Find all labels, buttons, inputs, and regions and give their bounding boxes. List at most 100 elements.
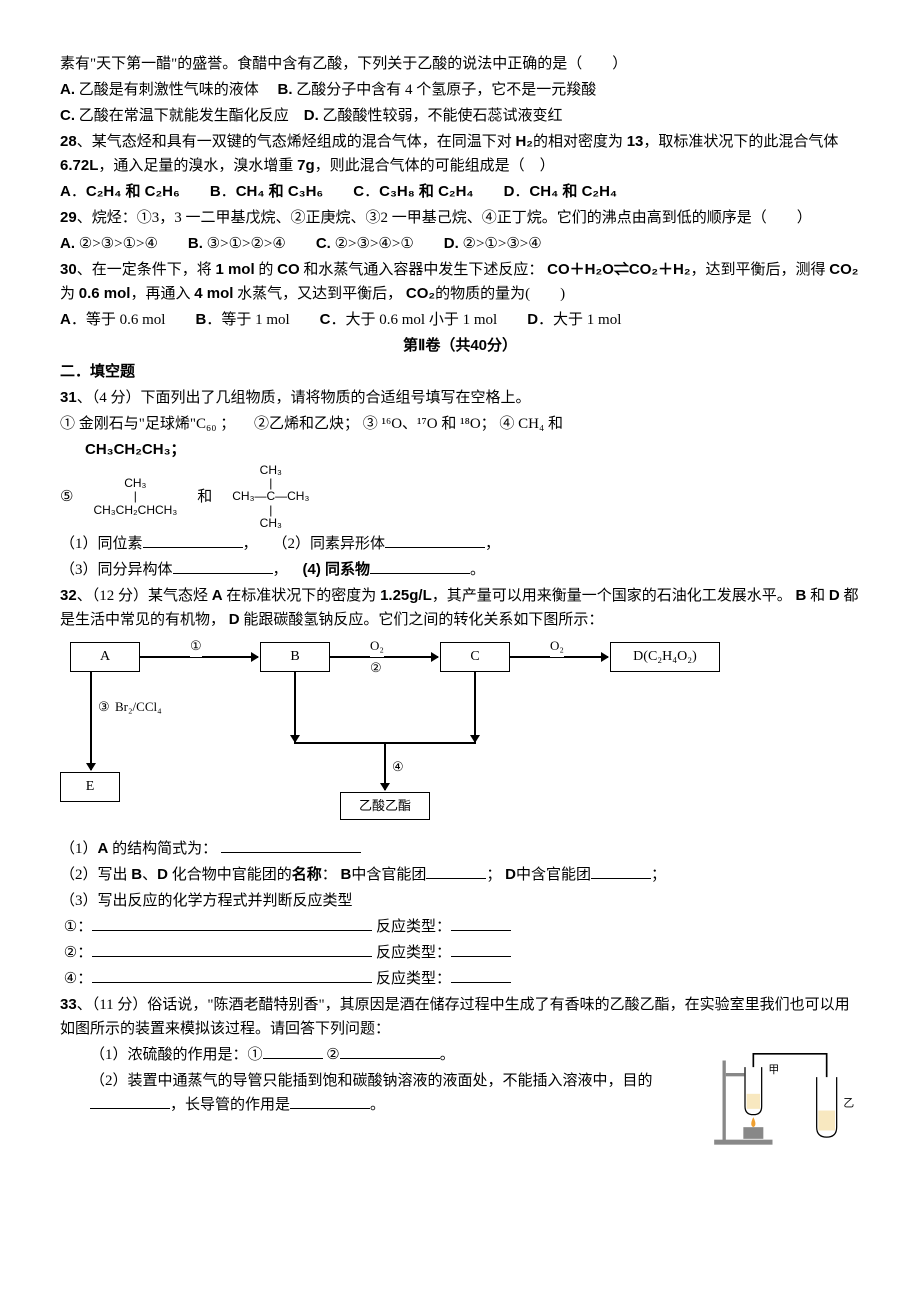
blank[interactable] [451,930,511,931]
t: 和 [810,588,825,604]
blank[interactable] [591,878,651,879]
blank[interactable] [263,1058,323,1059]
blank[interactable] [340,1058,440,1059]
q-number: 28 [60,133,77,150]
blank[interactable] [92,930,372,931]
line [294,742,384,744]
A: A [98,840,109,857]
ch3: CH₃ [260,516,282,530]
q32-q3: （3）写出反应的化学方程式并判断反应类型 [60,889,860,913]
ch3: CH₃ [124,476,146,490]
lbl-o2: O₂ [370,636,384,657]
t: 化合物中官能团的 [172,867,292,883]
t: ，其产量可以用来衡量一个国家的石油化工发展水平。 [432,588,792,604]
q31-blanks-row2: （3）同分异构体， (4) 同系物。 [60,558,860,582]
flowchart: A B C D(C₂H₄O₂) E 乙酸乙酯 ① O₂ ② O₂ ③ Br₂/C… [60,642,860,827]
t: ： [322,867,337,883]
lbl-o2b: O₂ [550,636,564,657]
q33-head: 33、（11 分）俗话说，"陈酒老醋特别香"，其原因是酒在储存过程中生成了有香味… [60,993,860,1041]
q-number: 31 [60,389,77,406]
q28-C: C₃H₈ 和 C₂H₄ [379,183,473,200]
blank[interactable] [90,1108,170,1109]
line [474,672,476,742]
t: （1）浓硫酸的作用是：① [90,1047,263,1063]
D: D [829,587,840,604]
val: 6.72L [60,157,98,174]
q31-item5: ⑤ CH₃ | CH₃CH₂CHCH₃ 和 CH₃ | CH₃—C—CH₃ | … [60,464,860,530]
t: 中含官能团 [516,867,591,883]
text: 和水蒸气通入容器中发生下述反应： [303,262,543,278]
opt-letter: C [353,183,364,200]
q28-stem: 28、某气态烃和具有一双键的气态烯烃组成的混合气体，在同温下对 H₂的相对密度为… [60,130,860,178]
text: ，再通入 [130,286,190,302]
q27-C: 乙酸在常温下就能发生酯化反应 [79,108,289,124]
opt-letter: A. [60,235,75,252]
B: B [796,587,807,604]
opt-letter: A [60,183,71,200]
B: B [131,866,142,883]
blank[interactable] [370,573,470,574]
structural-right: CH₃ | CH₃—C—CH₃ | CH₃ [232,464,309,530]
blank[interactable] [173,573,273,574]
t: （2）写出 [60,867,128,883]
t: 在标准状况下的密度为 [226,588,376,604]
item1: ① 金刚石与"足球烯"C₆₀ ； [60,416,235,432]
blank[interactable] [143,547,243,548]
q27-A: 乙酸是有刺激性气味的液体 [79,82,259,98]
text: 、（11 分）俗话说，"陈酒老醋特别香"，其原因是酒在储存过程中生成了有香味的乙… [60,997,850,1037]
opt-letter: A. [60,81,75,98]
opt-letter: C. [60,107,75,124]
q28-B: CH₄ 和 C₃H₆ [236,183,324,200]
blank[interactable] [92,956,372,957]
blank[interactable] [385,547,485,548]
q30-D: 大于 1 mol [553,312,621,328]
q-number: 29 [60,209,77,226]
l: ②： [64,945,92,961]
structural-left: CH₃ | CH₃CH₂CHCH₃ [93,477,177,517]
lbl-c1: ① [190,636,202,657]
node-B: B [260,642,330,672]
q29-opts: A. ②>③>①>④ B. ③>①>②>④ C. ②>③>④>① D. ②>①>… [60,232,860,256]
circled5: ⑤ [60,485,73,509]
t: 的结构简式为： [112,841,217,857]
node-D: D(C₂H₄O₂) [610,642,720,672]
text: 的物质的量为( ) [435,286,565,302]
opt-letter: B [210,183,221,200]
text: ，取标准状况下的此混合气体 [643,134,838,150]
val: 1 mol [215,261,254,278]
blank[interactable] [426,878,486,879]
t: 中含官能团 [351,867,426,883]
q29-D: ②>①>③>④ [463,236,542,252]
label: （2）同素异形体 [273,536,386,552]
q31-items-row1: ① 金刚石与"足球烯"C₆₀ ； ②乙烯和乙炔； ③ ¹⁶O、¹⁷O 和 ¹⁸O… [60,412,860,436]
line [384,742,476,744]
q31-head: 31、（4 分）下面列出了几组物质，请将物质的合适组号填写在空格上。 [60,386,860,410]
opt-letter: B. [188,235,203,252]
arrow [90,672,92,770]
opt-letter: D [504,183,515,200]
D: D [229,611,240,628]
opt-letter: B. [278,81,293,98]
lbl-c4: ④ [392,757,404,778]
blank[interactable] [221,852,361,853]
text: 、某气态烃和具有一双键的气态烯烃组成的混合气体，在同温下对 [77,134,512,150]
opt-letter: D. [304,107,319,124]
blank[interactable] [451,982,511,983]
text: 水蒸气，又达到平衡后， [237,286,402,302]
q27-row1: A. 乙酸是有刺激性气味的液体 B. 乙酸分子中含有 4 个氢原子，它不是一元羧… [60,78,860,102]
l: 反应类型： [376,919,451,935]
t: ② [326,1047,339,1063]
blank[interactable] [451,956,511,957]
l: 反应类型： [376,971,451,987]
blank[interactable] [290,1108,370,1109]
opt-letter: C [320,311,331,328]
apparatus-diagram: 甲 乙 [710,1043,860,1153]
label-jia: 甲 [768,1064,779,1076]
item3: ③ ¹⁶O、¹⁷O 和 ¹⁸O； [363,416,496,432]
q28-A: C₂H₄ 和 C₂H₆ [86,183,180,200]
text: 、（4 分）下面列出了几组物质，请将物质的合适组号填写在空格上。 [77,390,531,406]
t: 能跟碳酸氢钠反应。它们之间的转化关系如下图所示： [243,612,603,628]
q28-opts: A．C₂H₄ 和 C₂H₆ B．CH₄ 和 C₃H₆ C．C₃H₈ 和 C₂H₄… [60,180,860,204]
t: 名称 [292,866,322,883]
blank[interactable] [92,982,372,983]
